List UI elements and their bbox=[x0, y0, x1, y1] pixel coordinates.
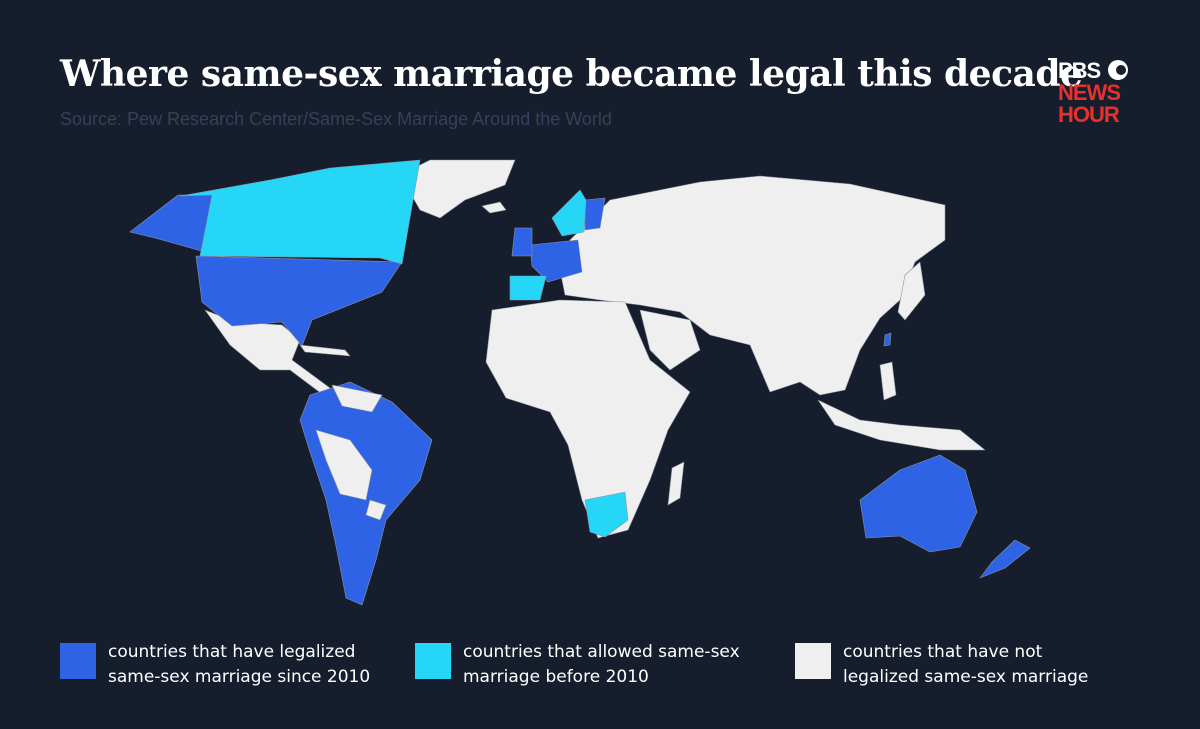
legend-swatch bbox=[60, 643, 96, 679]
greenland bbox=[399, 159, 516, 219]
south-africa bbox=[584, 491, 629, 538]
legend-swatch bbox=[415, 643, 451, 679]
africa bbox=[485, 299, 691, 539]
legend-label: same-sex marriage since 2010 bbox=[108, 667, 370, 687]
venezuela-guianas bbox=[331, 384, 383, 413]
legend-label: countries that have not bbox=[843, 642, 1043, 662]
caribbean bbox=[299, 344, 351, 357]
legend-label: countries that allowed same-sex bbox=[463, 642, 740, 662]
legend-label: legalized same-sex marriage bbox=[843, 667, 1088, 687]
logo: PBS NEWS HOUR bbox=[1058, 58, 1128, 127]
legend-swatch bbox=[795, 643, 831, 679]
iceland bbox=[481, 201, 507, 214]
legend-label: marriage before 2010 bbox=[463, 667, 649, 687]
canada bbox=[179, 159, 421, 265]
logo-hour: HOUR bbox=[1058, 102, 1120, 127]
title: Where same-sex marriage became legal thi… bbox=[59, 53, 1082, 95]
logo-pbs: PBS bbox=[1058, 58, 1101, 83]
eurasia bbox=[559, 175, 946, 396]
usa bbox=[195, 255, 403, 347]
logo-news: NEWS bbox=[1058, 80, 1120, 105]
iberia bbox=[509, 275, 547, 301]
legend: countries that have legalized same-sex ma… bbox=[60, 642, 1088, 687]
arabia bbox=[639, 309, 701, 371]
mexico-central-america bbox=[204, 309, 331, 395]
philippines bbox=[879, 361, 897, 401]
taiwan bbox=[883, 332, 892, 347]
world-map bbox=[129, 159, 1031, 606]
uk-ireland bbox=[511, 227, 533, 257]
new-zealand bbox=[979, 539, 1031, 579]
indonesia bbox=[817, 399, 986, 451]
logo-icon-inner bbox=[1116, 65, 1126, 75]
source: Source: Pew Research Center/Same-Sex Mar… bbox=[60, 109, 612, 129]
legend-label: countries that have legalized bbox=[108, 642, 355, 662]
scandinavia bbox=[551, 189, 587, 237]
japan bbox=[897, 261, 926, 321]
australia bbox=[859, 454, 978, 553]
western-europe bbox=[529, 239, 583, 283]
peru-bolivia bbox=[315, 429, 373, 501]
madagascar bbox=[667, 461, 685, 506]
paraguay-chile bbox=[365, 499, 387, 521]
